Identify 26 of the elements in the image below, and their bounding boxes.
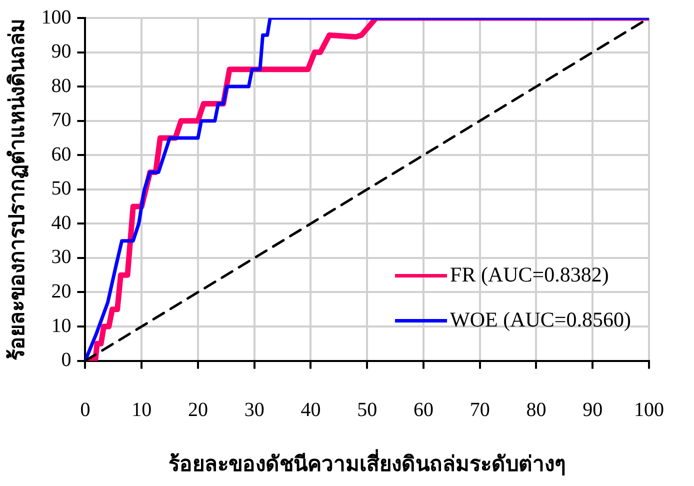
x-tick-label: 60 <box>413 399 434 422</box>
x-tick-label: 80 <box>526 399 546 422</box>
y-tick-label: 0 <box>61 349 72 372</box>
y-tick-label: 10 <box>51 314 72 337</box>
legend-label: FR (AUC=0.8382) <box>450 262 609 286</box>
y-tick-label: 30 <box>51 246 72 268</box>
x-tick-label: 50 <box>357 399 378 422</box>
x-tick-label: 0 <box>80 399 90 422</box>
y-tick-label: 90 <box>51 40 72 63</box>
y-tick-label: 70 <box>51 109 72 132</box>
x-tick-label: 10 <box>132 399 152 422</box>
x-tick-label: 40 <box>300 399 321 422</box>
y-tick-label: 20 <box>51 280 72 302</box>
legend-label: WOE (AUC=0.8560) <box>450 307 632 332</box>
x-axis-title: ร้อยละของดัชนีความเสี่ยงดินถล่มระดับต่างๆ <box>168 448 566 476</box>
x-tick-label: 90 <box>582 399 603 422</box>
x-tick-label: 30 <box>244 399 264 422</box>
y-tick-label: 40 <box>51 212 72 234</box>
x-tick-label: 70 <box>470 399 490 422</box>
y-tick-label: 80 <box>51 74 72 97</box>
y-axis-title: ร้อยละของการปรากฏตำแหน่งดินถล่ม <box>5 18 30 360</box>
y-tick-label: 50 <box>51 178 72 200</box>
x-tick-label: 100 <box>634 399 664 422</box>
x-tick-label: 20 <box>188 399 208 422</box>
y-tick-label: 60 <box>51 143 72 166</box>
y-tick-label: 100 <box>41 6 72 28</box>
